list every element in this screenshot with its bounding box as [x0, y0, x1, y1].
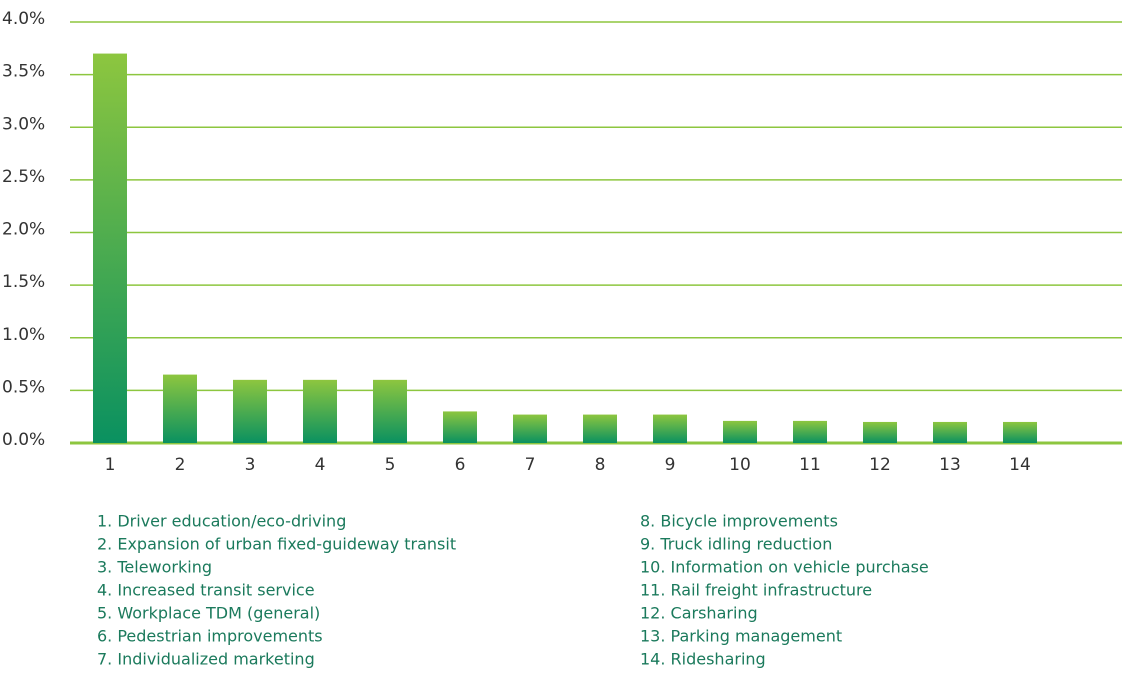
bar: [863, 421, 897, 443]
legend-item: 10. Information on vehicle purchase: [640, 558, 929, 577]
legend-item: 11. Rail freight infrastructure: [640, 581, 872, 600]
y-tick-label: 0.5%: [2, 377, 45, 397]
x-tick-label: 6: [455, 455, 466, 475]
y-tick-label: 0.0%: [2, 430, 45, 450]
y-tick-label: 1.0%: [2, 325, 45, 345]
legend-item: 6. Pedestrian improvements: [97, 627, 323, 646]
bar: [93, 53, 127, 443]
legend-item: 14. Ridesharing: [640, 650, 766, 669]
x-tick-label: 2: [175, 455, 186, 475]
y-tick-label: 2.5%: [2, 167, 45, 187]
legend-item: 4. Increased transit service: [97, 581, 315, 600]
x-tick-label: 5: [385, 455, 396, 475]
x-tick-label: 8: [595, 455, 606, 475]
x-tick-label: 11: [799, 455, 821, 475]
legend-item: 9. Truck idling reduction: [640, 535, 832, 554]
bar: [793, 420, 827, 443]
x-tick-label: 4: [315, 455, 326, 475]
x-tick-label: 1: [105, 455, 116, 475]
bar: [933, 421, 967, 443]
legend-item: 2. Expansion of urban fixed-guideway tra…: [97, 535, 456, 554]
bar: [163, 374, 197, 443]
y-tick-label: 3.5%: [2, 62, 45, 82]
bar: [583, 414, 617, 443]
bar: [303, 379, 337, 443]
bar: [653, 414, 687, 443]
y-tick-label: 3.0%: [2, 114, 45, 134]
bar: [723, 420, 757, 443]
legend-item: 1. Driver education/eco-driving: [97, 512, 346, 531]
legend-item: 3. Teleworking: [97, 558, 212, 577]
bar: [1003, 421, 1037, 443]
x-tick-label: 7: [525, 455, 536, 475]
y-tick-label: 2.0%: [2, 220, 45, 240]
bar: [373, 379, 407, 443]
y-tick-label: 1.5%: [2, 272, 45, 292]
bar: [443, 411, 477, 443]
x-tick-label: 14: [1009, 455, 1031, 475]
legend-item: 8. Bicycle improvements: [640, 512, 838, 531]
x-tick-label: 9: [665, 455, 676, 475]
legend-item: 13. Parking management: [640, 627, 842, 646]
y-tick-label: 4.0%: [2, 9, 45, 29]
x-tick-label: 12: [869, 455, 891, 475]
x-tick-label: 13: [939, 455, 961, 475]
legend-item: 5. Workplace TDM (general): [97, 604, 320, 623]
x-tick-label: 3: [245, 455, 256, 475]
bar: [233, 379, 267, 443]
bar: [513, 414, 547, 443]
legend-item: 7. Individualized marketing: [97, 650, 315, 669]
x-tick-label: 10: [729, 455, 751, 475]
legend-item: 12. Carsharing: [640, 604, 758, 623]
